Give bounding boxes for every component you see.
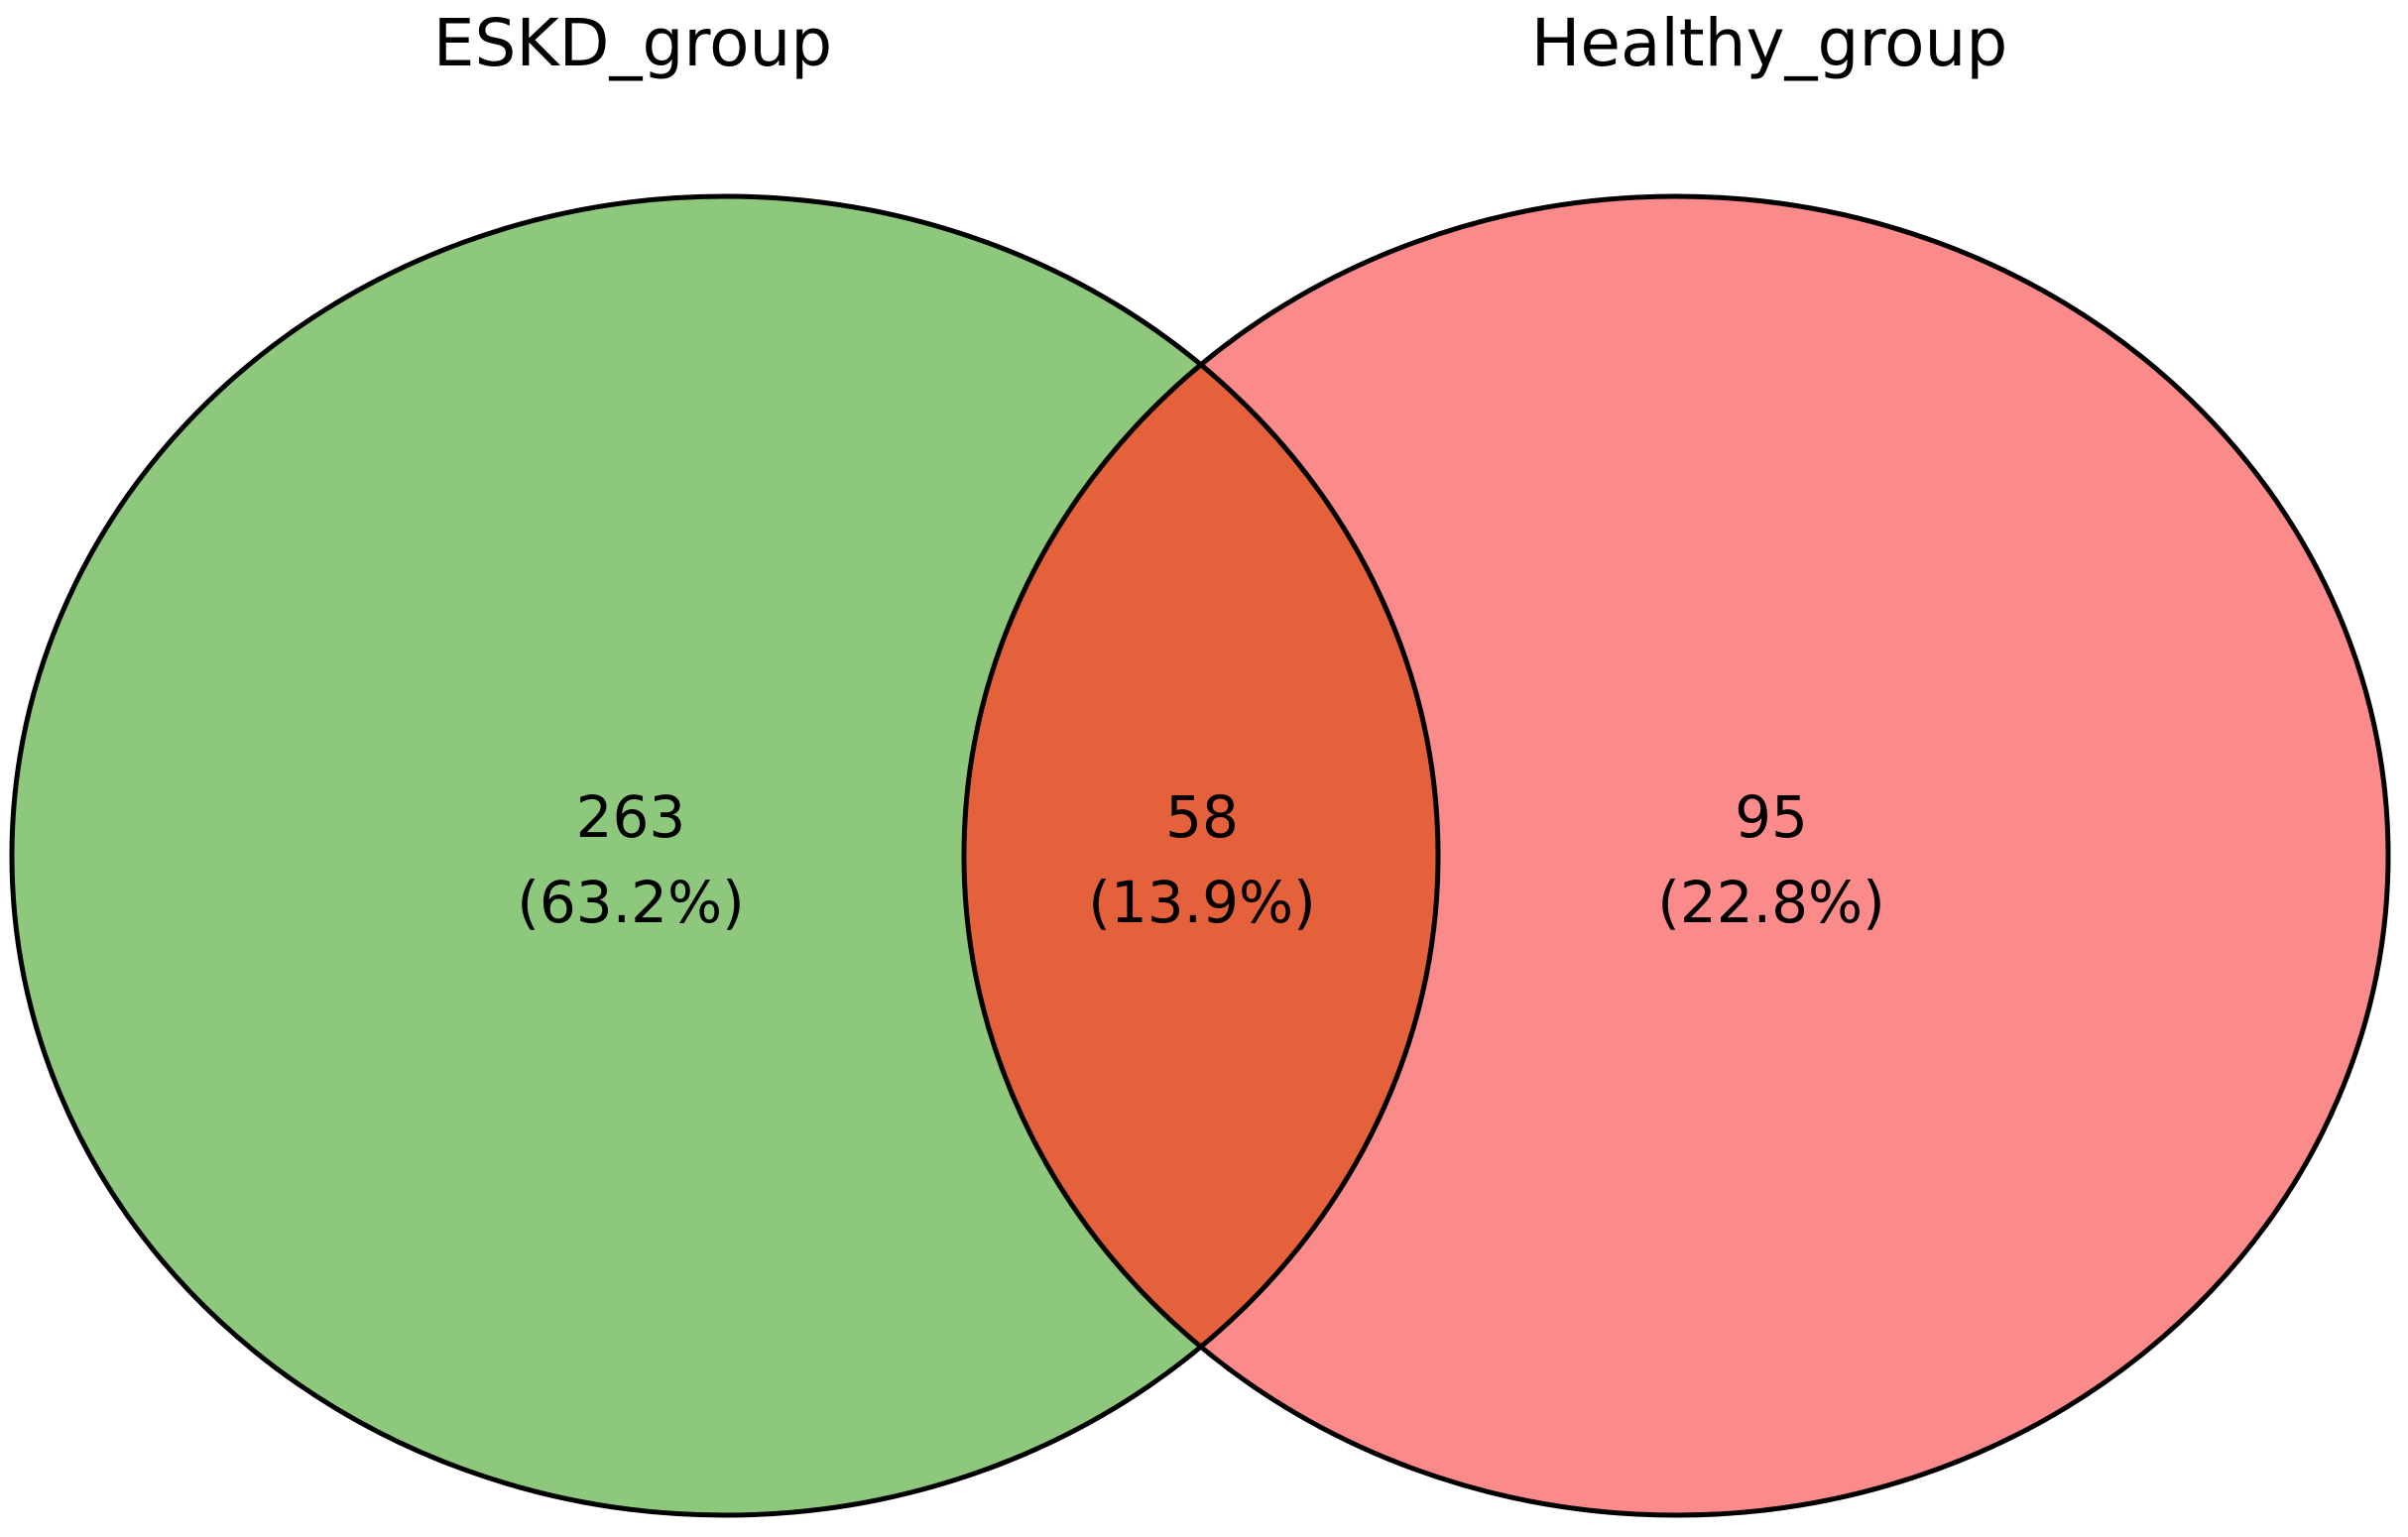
right-only-percent: (22.8%): [1657, 869, 1885, 936]
right-set-outline: [961, 193, 2391, 1518]
intersection-region: [964, 196, 1438, 1515]
left-set-title: ESKD_group: [432, 5, 833, 81]
intersection-count: 58: [1165, 783, 1239, 851]
left-set-outline: [9, 193, 1441, 1518]
intersection-label: 58 (13.9%): [1088, 774, 1316, 945]
right-set-title: Healthy_group: [1530, 5, 2008, 81]
left-only-label: 263 (63.2%): [517, 774, 745, 945]
intersection-percent: (13.9%): [1088, 869, 1316, 936]
left-only-percent: (63.2%): [517, 869, 745, 936]
right-only-label: 95 (22.8%): [1657, 774, 1885, 945]
left-only-count: 263: [575, 783, 686, 851]
right-only-count: 95: [1735, 783, 1808, 851]
